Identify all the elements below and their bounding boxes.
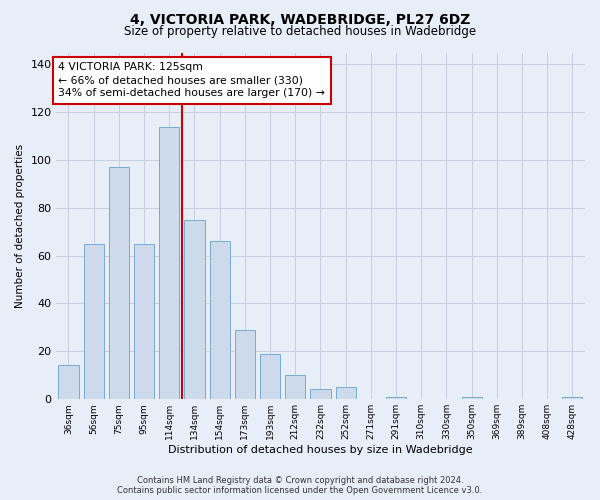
Text: Size of property relative to detached houses in Wadebridge: Size of property relative to detached ho…: [124, 25, 476, 38]
Bar: [209, 241, 230, 399]
Bar: [310, 390, 331, 399]
Bar: [461, 396, 482, 399]
Bar: [285, 375, 305, 399]
Bar: [335, 387, 356, 399]
Bar: [159, 126, 179, 399]
Bar: [134, 244, 154, 399]
Bar: [386, 396, 406, 399]
X-axis label: Distribution of detached houses by size in Wadebridge: Distribution of detached houses by size …: [168, 445, 473, 455]
Text: Contains HM Land Registry data © Crown copyright and database right 2024.
Contai: Contains HM Land Registry data © Crown c…: [118, 476, 482, 495]
Text: 4 VICTORIA PARK: 125sqm
← 66% of detached houses are smaller (330)
34% of semi-d: 4 VICTORIA PARK: 125sqm ← 66% of detache…: [58, 62, 325, 98]
Bar: [260, 354, 280, 399]
Bar: [235, 330, 255, 399]
Bar: [562, 396, 583, 399]
Bar: [109, 167, 129, 399]
Y-axis label: Number of detached properties: Number of detached properties: [15, 144, 25, 308]
Text: 4, VICTORIA PARK, WADEBRIDGE, PL27 6DZ: 4, VICTORIA PARK, WADEBRIDGE, PL27 6DZ: [130, 12, 470, 26]
Bar: [184, 220, 205, 399]
Bar: [83, 244, 104, 399]
Bar: [58, 366, 79, 399]
